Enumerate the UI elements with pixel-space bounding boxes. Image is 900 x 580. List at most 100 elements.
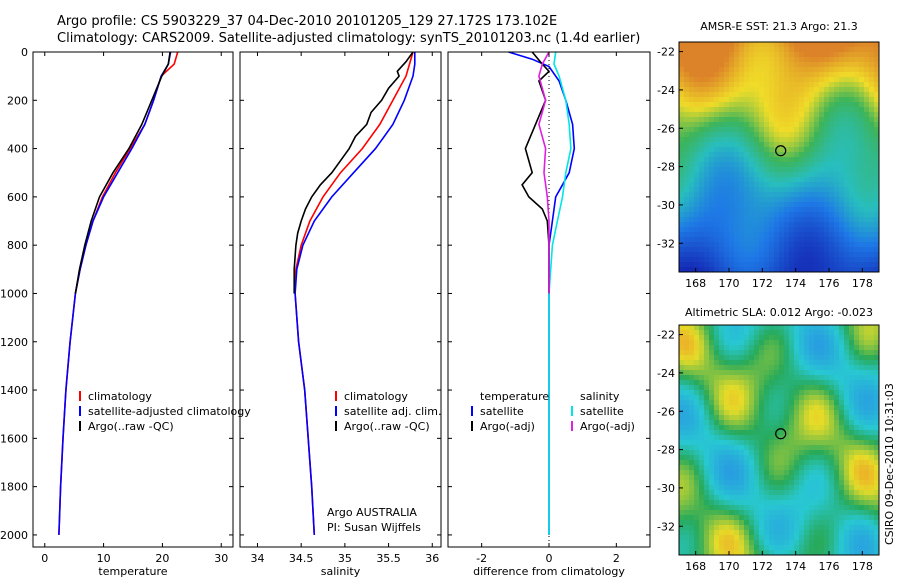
heatmap-cell — [764, 530, 770, 536]
heatmap-cell — [729, 77, 735, 83]
heatmap-cell — [774, 495, 780, 501]
heatmap-cell — [689, 112, 695, 118]
heatmap-cell — [859, 345, 865, 351]
heatmap-cell — [729, 62, 735, 68]
heatmap-cell — [694, 435, 700, 441]
heatmap-cell — [689, 445, 695, 451]
heatmap-cell — [859, 257, 865, 263]
heatmap-cell — [844, 227, 850, 233]
heatmap-cell — [829, 187, 835, 193]
heatmap-cell — [789, 67, 795, 73]
heatmap-cell — [784, 202, 790, 208]
heatmap-cell — [749, 57, 755, 63]
heatmap-cell — [784, 42, 790, 48]
heatmap-cell — [819, 77, 825, 83]
heatmap-cell — [839, 405, 845, 411]
heatmap-cell — [789, 172, 795, 178]
heatmap-cell — [874, 395, 880, 401]
heatmap-cell — [729, 330, 735, 336]
heatmap-cell — [704, 515, 710, 521]
heatmap-cell — [769, 202, 775, 208]
heatmap-cell — [779, 380, 785, 386]
heatmap-cell — [829, 470, 835, 476]
heatmap-cell — [714, 345, 720, 351]
heatmap-cell — [764, 510, 770, 516]
heatmap-cell — [694, 400, 700, 406]
heatmap-cell — [804, 117, 810, 123]
heatmap-cell — [689, 212, 695, 218]
heatmap-cell — [764, 57, 770, 63]
heatmap-cell — [809, 365, 815, 371]
heatmap-cell — [804, 340, 810, 346]
heatmap-cell — [709, 92, 715, 98]
heatmap-cell — [679, 172, 685, 178]
heatmap-cell — [789, 405, 795, 411]
heatmap-cell — [859, 525, 865, 531]
heatmap-cell — [819, 490, 825, 496]
heatmap-cell — [869, 152, 875, 158]
heatmap-cell — [779, 440, 785, 446]
heatmap-cell — [764, 415, 770, 421]
series-line-1 — [58, 51, 172, 535]
heatmap-cell — [734, 147, 740, 153]
heatmap-cell — [814, 232, 820, 238]
heatmap-cell — [794, 410, 800, 416]
heatmap-cell — [829, 330, 835, 336]
heatmap-cell — [719, 485, 725, 491]
heatmap-cell — [734, 202, 740, 208]
heatmap-cell — [829, 535, 835, 541]
heatmap-cell — [749, 72, 755, 78]
heatmap-cell — [779, 157, 785, 163]
heatmap-cell — [709, 395, 715, 401]
heatmap-cell — [699, 142, 705, 148]
heatmap-cell — [734, 350, 740, 356]
heatmap-cell — [794, 212, 800, 218]
heatmap-cell — [704, 395, 710, 401]
heatmap-cell — [834, 550, 840, 556]
heatmap-cell — [789, 257, 795, 263]
heatmap-cell — [764, 450, 770, 456]
heatmap-cell — [799, 365, 805, 371]
heatmap-cell — [839, 430, 845, 436]
heatmap-cell — [719, 232, 725, 238]
heatmap-cell — [824, 450, 830, 456]
heatmap-cell — [824, 350, 830, 356]
heatmap-cell — [694, 390, 700, 396]
heatmap-cell — [844, 247, 850, 253]
heatmap-cell — [719, 520, 725, 526]
heatmap-cell — [679, 192, 685, 198]
heatmap-cell — [844, 52, 850, 58]
heatmap-cell — [769, 515, 775, 521]
heatmap-cell — [749, 545, 755, 551]
heatmap-cell — [874, 330, 880, 336]
heatmap-cell — [799, 197, 805, 203]
heatmap-cell — [764, 242, 770, 248]
heatmap-cell — [859, 237, 865, 243]
heatmap-cell — [849, 182, 855, 188]
heatmap-cell — [789, 450, 795, 456]
heatmap-cell — [874, 57, 880, 63]
heatmap-cell — [844, 122, 850, 128]
heatmap-cell — [814, 182, 820, 188]
heatmap-cell — [774, 425, 780, 431]
heatmap-cell — [804, 530, 810, 536]
heatmap-cell — [874, 550, 880, 556]
heatmap-cell — [829, 182, 835, 188]
heatmap-cell — [829, 385, 835, 391]
heatmap-cell — [849, 137, 855, 143]
heatmap-cell — [799, 480, 805, 486]
heatmap-cell — [834, 495, 840, 501]
heatmap-cell — [854, 475, 860, 481]
heatmap-cell — [689, 365, 695, 371]
heatmap-cell — [709, 192, 715, 198]
heatmap-cell — [684, 92, 690, 98]
heatmap-cell — [734, 470, 740, 476]
legend-label: Argo(-adj) — [580, 420, 635, 433]
heatmap-cell — [854, 117, 860, 123]
heatmap-cell — [709, 217, 715, 223]
heatmap-cell — [729, 147, 735, 153]
heatmap-cell — [829, 172, 835, 178]
heatmap-cell — [769, 107, 775, 113]
heatmap-cell — [854, 57, 860, 63]
legend-label: Argo(..raw -QC) — [344, 420, 430, 433]
